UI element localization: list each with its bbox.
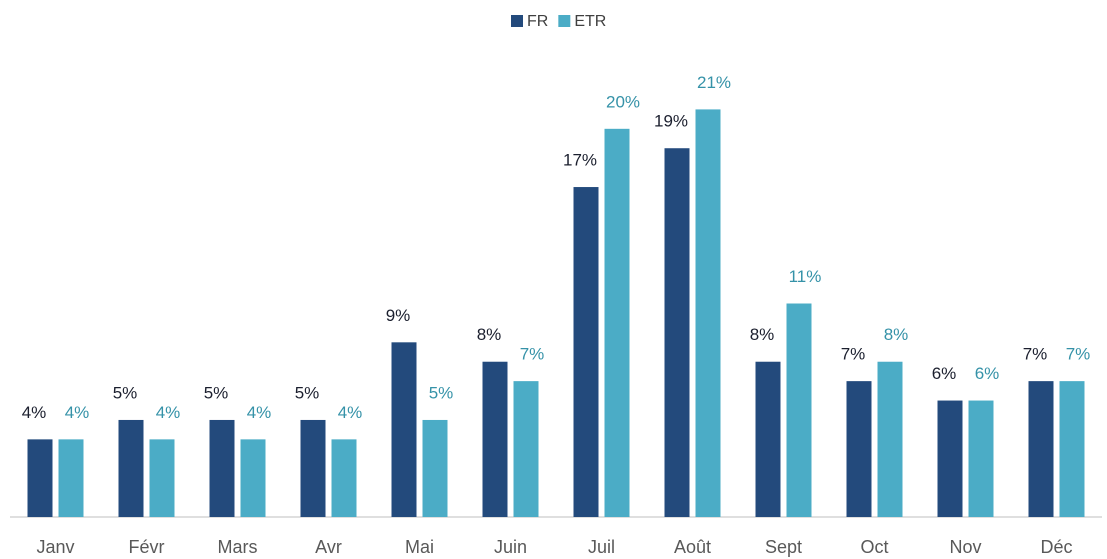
data-label: 9% [386,306,411,325]
bar [240,439,266,517]
legend-label: FR [527,13,548,30]
bar [27,439,53,517]
data-label: 4% [247,403,272,422]
data-label: 6% [975,364,1000,383]
bar [300,419,326,517]
bar [786,303,812,517]
x-tick-label: Août [674,537,711,557]
bar [968,400,994,517]
data-label: 7% [1023,345,1048,364]
x-tick-label: Oct [860,537,888,557]
bar [58,439,84,517]
x-tick-label: Déc [1040,537,1072,557]
x-tick-label: Avr [315,537,342,557]
x-tick-label: Juin [494,537,527,557]
legend-label: ETR [574,13,606,30]
data-label: 8% [750,325,775,344]
x-tick-label: Sept [765,537,802,557]
bar [422,419,448,517]
x-tick-label: Juil [588,537,615,557]
data-label: 20% [606,92,640,111]
data-label: 6% [932,364,957,383]
data-label: 19% [654,112,688,131]
bar [391,342,417,517]
data-label: 5% [113,383,138,402]
data-label: 4% [65,403,90,422]
bar [695,109,721,517]
data-label: 5% [204,383,229,402]
data-label: 7% [841,345,866,364]
x-tick-label: Janv [36,537,74,557]
bar [755,361,781,517]
bar [846,381,872,517]
bar [209,419,235,517]
data-label: 21% [697,73,731,92]
bar [149,439,175,517]
data-label: 17% [563,151,597,170]
data-label: 5% [429,383,454,402]
data-label: 5% [295,383,320,402]
data-label: 7% [1066,345,1091,364]
x-tick-label: Févr [129,537,165,557]
x-tick-label: Nov [949,537,981,557]
bar [482,361,508,517]
bar [937,400,963,517]
bar [573,187,599,517]
legend-swatch [558,15,571,27]
x-tick-label: Mai [405,537,434,557]
data-label: 8% [884,325,909,344]
legend-swatch [511,15,523,27]
bar [604,128,630,517]
data-label: 4% [338,403,363,422]
data-label: 8% [477,325,502,344]
bar [118,419,144,517]
bar [331,439,357,517]
data-label: 4% [156,403,181,422]
data-label: 7% [520,345,545,364]
bar [1059,381,1085,517]
data-label: 4% [22,403,47,422]
x-tick-label: Mars [218,537,258,557]
bar [1028,381,1054,517]
bar [664,148,690,517]
data-label: 11% [789,267,822,286]
bar [877,361,903,517]
bar [513,381,539,517]
